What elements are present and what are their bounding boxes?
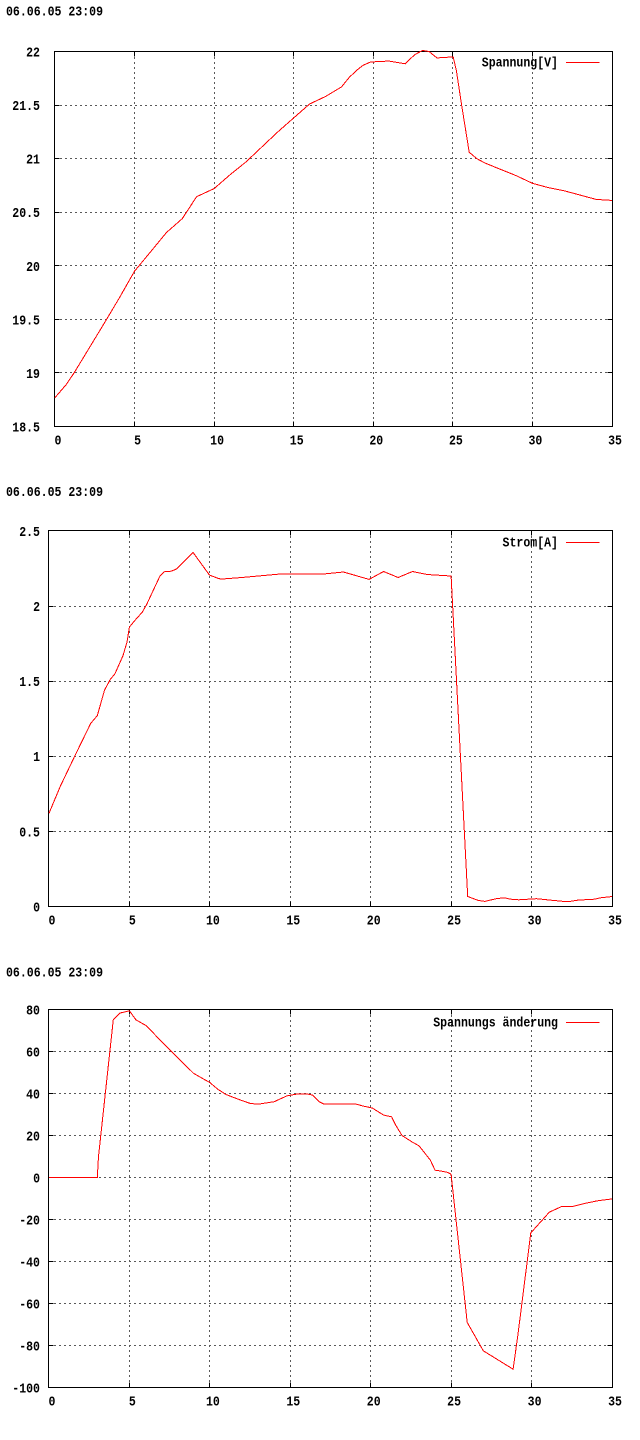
svg-text:5: 5 <box>134 434 141 450</box>
svg-text:-40: -40 <box>19 1256 40 1272</box>
svg-text:-20: -20 <box>19 1214 40 1230</box>
svg-text:2: 2 <box>33 600 40 616</box>
svg-text:20: 20 <box>367 913 381 929</box>
svg-text:-60: -60 <box>19 1298 40 1314</box>
svg-text:Strom[A]: Strom[A] <box>503 536 558 552</box>
svg-text:35: 35 <box>608 1395 622 1411</box>
svg-text:0: 0 <box>33 900 40 916</box>
svg-text:2.5: 2.5 <box>19 525 40 541</box>
svg-text:15: 15 <box>286 1395 300 1411</box>
svg-text:10: 10 <box>206 913 220 929</box>
svg-text:60: 60 <box>26 1046 40 1062</box>
svg-text:Spannungs änderung: Spannungs änderung <box>433 1016 558 1032</box>
svg-text:15: 15 <box>290 434 304 450</box>
svg-text:1: 1 <box>33 750 40 766</box>
svg-text:06.06.05 23:09: 06.06.05 23:09 <box>6 965 103 981</box>
svg-text:40: 40 <box>26 1088 40 1104</box>
svg-text:25: 25 <box>447 913 461 929</box>
svg-text:0: 0 <box>49 913 56 929</box>
svg-text:19.5: 19.5 <box>12 313 40 329</box>
svg-text:80: 80 <box>26 1004 40 1020</box>
svg-text:15: 15 <box>286 913 300 929</box>
svg-text:0.5: 0.5 <box>19 825 40 841</box>
svg-text:20: 20 <box>369 434 383 450</box>
svg-text:35: 35 <box>608 913 622 929</box>
svg-text:5: 5 <box>129 1395 136 1411</box>
svg-text:5: 5 <box>129 913 136 929</box>
svg-text:06.06.05 23:09: 06.06.05 23:09 <box>6 5 103 21</box>
svg-text:20: 20 <box>367 1395 381 1411</box>
svg-text:25: 25 <box>449 434 463 450</box>
svg-text:20: 20 <box>26 1130 40 1146</box>
svg-text:30: 30 <box>528 913 542 929</box>
svg-text:30: 30 <box>528 434 542 450</box>
svg-text:0: 0 <box>49 1395 56 1411</box>
svg-text:06.06.05 23:09: 06.06.05 23:09 <box>6 485 103 501</box>
svg-text:25: 25 <box>447 1395 461 1411</box>
svg-text:0: 0 <box>33 1172 40 1188</box>
svg-text:10: 10 <box>206 1395 220 1411</box>
svg-text:30: 30 <box>528 1395 542 1411</box>
svg-text:22: 22 <box>26 46 40 62</box>
svg-text:20.5: 20.5 <box>12 206 40 222</box>
svg-text:35: 35 <box>608 434 622 450</box>
svg-text:20: 20 <box>26 260 40 276</box>
svg-text:19: 19 <box>26 367 40 383</box>
svg-text:10: 10 <box>210 434 224 450</box>
svg-text:0: 0 <box>55 434 62 450</box>
svg-text:Spannung[V]: Spannung[V] <box>482 56 558 72</box>
svg-text:1.5: 1.5 <box>19 675 40 691</box>
svg-text:-100: -100 <box>12 1382 40 1398</box>
svg-text:21.5: 21.5 <box>12 99 40 115</box>
svg-text:18.5: 18.5 <box>12 421 40 437</box>
svg-text:-80: -80 <box>19 1340 40 1356</box>
svg-text:21: 21 <box>26 153 40 169</box>
